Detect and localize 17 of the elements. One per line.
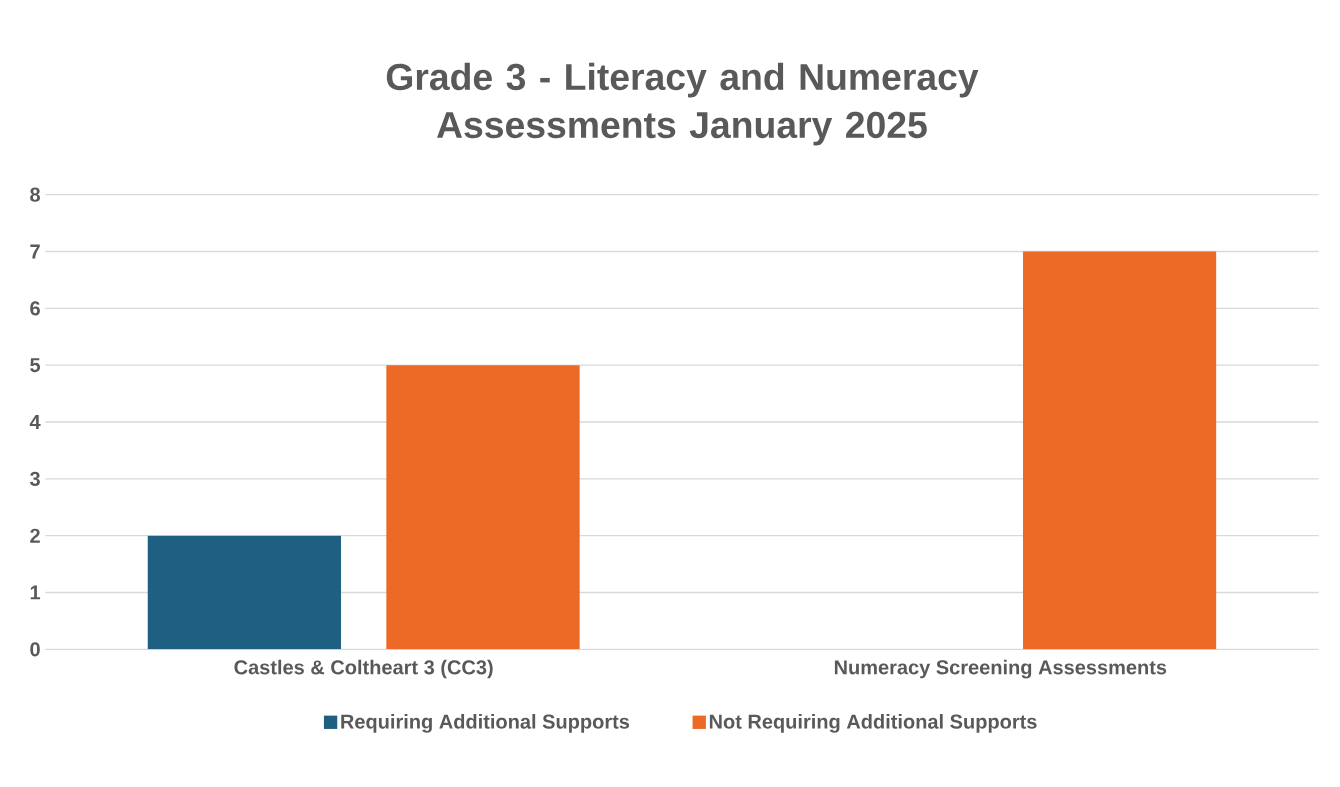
- chart-title: Grade 3 - Literacy and Numeracy Assessments January 2025: [386, 62, 979, 146]
- y-tick-label: 2: [30, 528, 40, 543]
- y-tick-label: 0: [30, 642, 40, 657]
- bar: [147, 535, 342, 650]
- y-tick-label: 3: [29, 471, 40, 487]
- bar: [1023, 251, 1217, 650]
- y-tick-label: 8: [30, 187, 41, 202]
- y-tick-label: 6: [30, 301, 40, 316]
- x-tick-label: Castles & Coltheart 3 (CC3): [234, 659, 493, 679]
- bar: [386, 365, 580, 650]
- y-tick-label: 7: [30, 244, 40, 259]
- legend-label: Requiring Additional Supports: [341, 714, 630, 733]
- y-tick-label: 5: [30, 358, 41, 373]
- legend-label: Not Requiring Additional Supports: [709, 714, 1037, 733]
- x-tick-label: Numeracy Screening Assessments: [834, 659, 1167, 679]
- y-tick-label: 1: [30, 585, 41, 600]
- y-tick-label: 4: [29, 415, 41, 430]
